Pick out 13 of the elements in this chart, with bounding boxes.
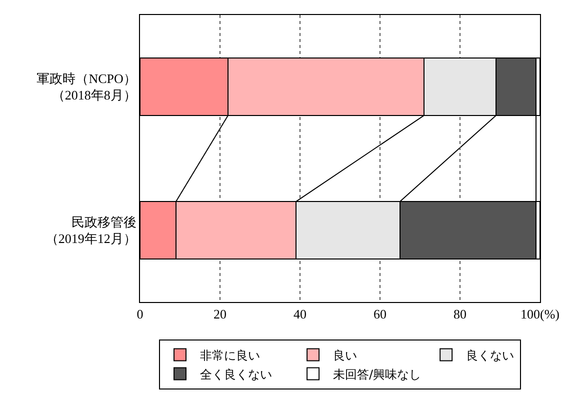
legend-label: 良くない bbox=[466, 348, 514, 362]
legend-label: 非常に良い bbox=[200, 348, 260, 362]
x-tick-label: 40 bbox=[294, 306, 306, 322]
legend-label: 全く良くない bbox=[200, 367, 272, 382]
legend-label: 良い bbox=[333, 348, 358, 362]
x-tick-label: 60 bbox=[374, 306, 386, 322]
x-tick-label: 100(%) bbox=[520, 306, 560, 322]
x-tick-label: 80 bbox=[454, 306, 466, 322]
y-tick-label: 軍政時（NCPO）（2018年8月） bbox=[36, 70, 136, 103]
x-tick-label: 0 bbox=[136, 306, 144, 322]
y-tick-label: 民政移管後（2019年12月） bbox=[45, 214, 136, 246]
x-tick-label: 20 bbox=[214, 306, 226, 322]
legend-label: 未回答/興味なし bbox=[333, 367, 422, 382]
